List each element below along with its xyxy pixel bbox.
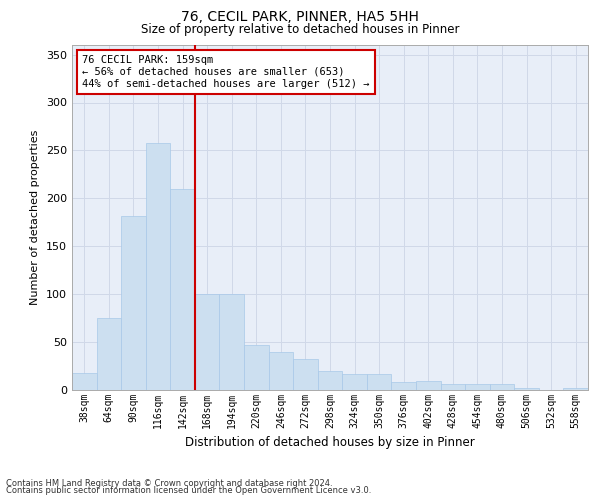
Bar <box>97 318 121 390</box>
Bar <box>490 384 514 390</box>
Bar <box>170 188 195 390</box>
Bar <box>121 216 146 390</box>
Text: Contains HM Land Registry data © Crown copyright and database right 2024.: Contains HM Land Registry data © Crown c… <box>6 478 332 488</box>
Bar <box>391 382 416 390</box>
Text: 76, CECIL PARK, PINNER, HA5 5HH: 76, CECIL PARK, PINNER, HA5 5HH <box>181 10 419 24</box>
Bar <box>269 352 293 390</box>
Text: 76 CECIL PARK: 159sqm
← 56% of detached houses are smaller (653)
44% of semi-det: 76 CECIL PARK: 159sqm ← 56% of detached … <box>82 56 370 88</box>
Bar <box>514 388 539 390</box>
Bar <box>293 360 318 390</box>
Text: Size of property relative to detached houses in Pinner: Size of property relative to detached ho… <box>141 22 459 36</box>
Bar <box>465 384 490 390</box>
Bar <box>318 371 342 390</box>
Bar <box>367 374 391 390</box>
Bar <box>146 143 170 390</box>
Bar <box>72 373 97 390</box>
Bar <box>440 384 465 390</box>
Bar <box>195 294 220 390</box>
X-axis label: Distribution of detached houses by size in Pinner: Distribution of detached houses by size … <box>185 436 475 450</box>
Text: Contains public sector information licensed under the Open Government Licence v3: Contains public sector information licen… <box>6 486 371 495</box>
Bar <box>342 374 367 390</box>
Bar <box>220 294 244 390</box>
Bar <box>563 388 588 390</box>
Bar <box>244 345 269 390</box>
Y-axis label: Number of detached properties: Number of detached properties <box>31 130 40 305</box>
Bar <box>416 382 440 390</box>
